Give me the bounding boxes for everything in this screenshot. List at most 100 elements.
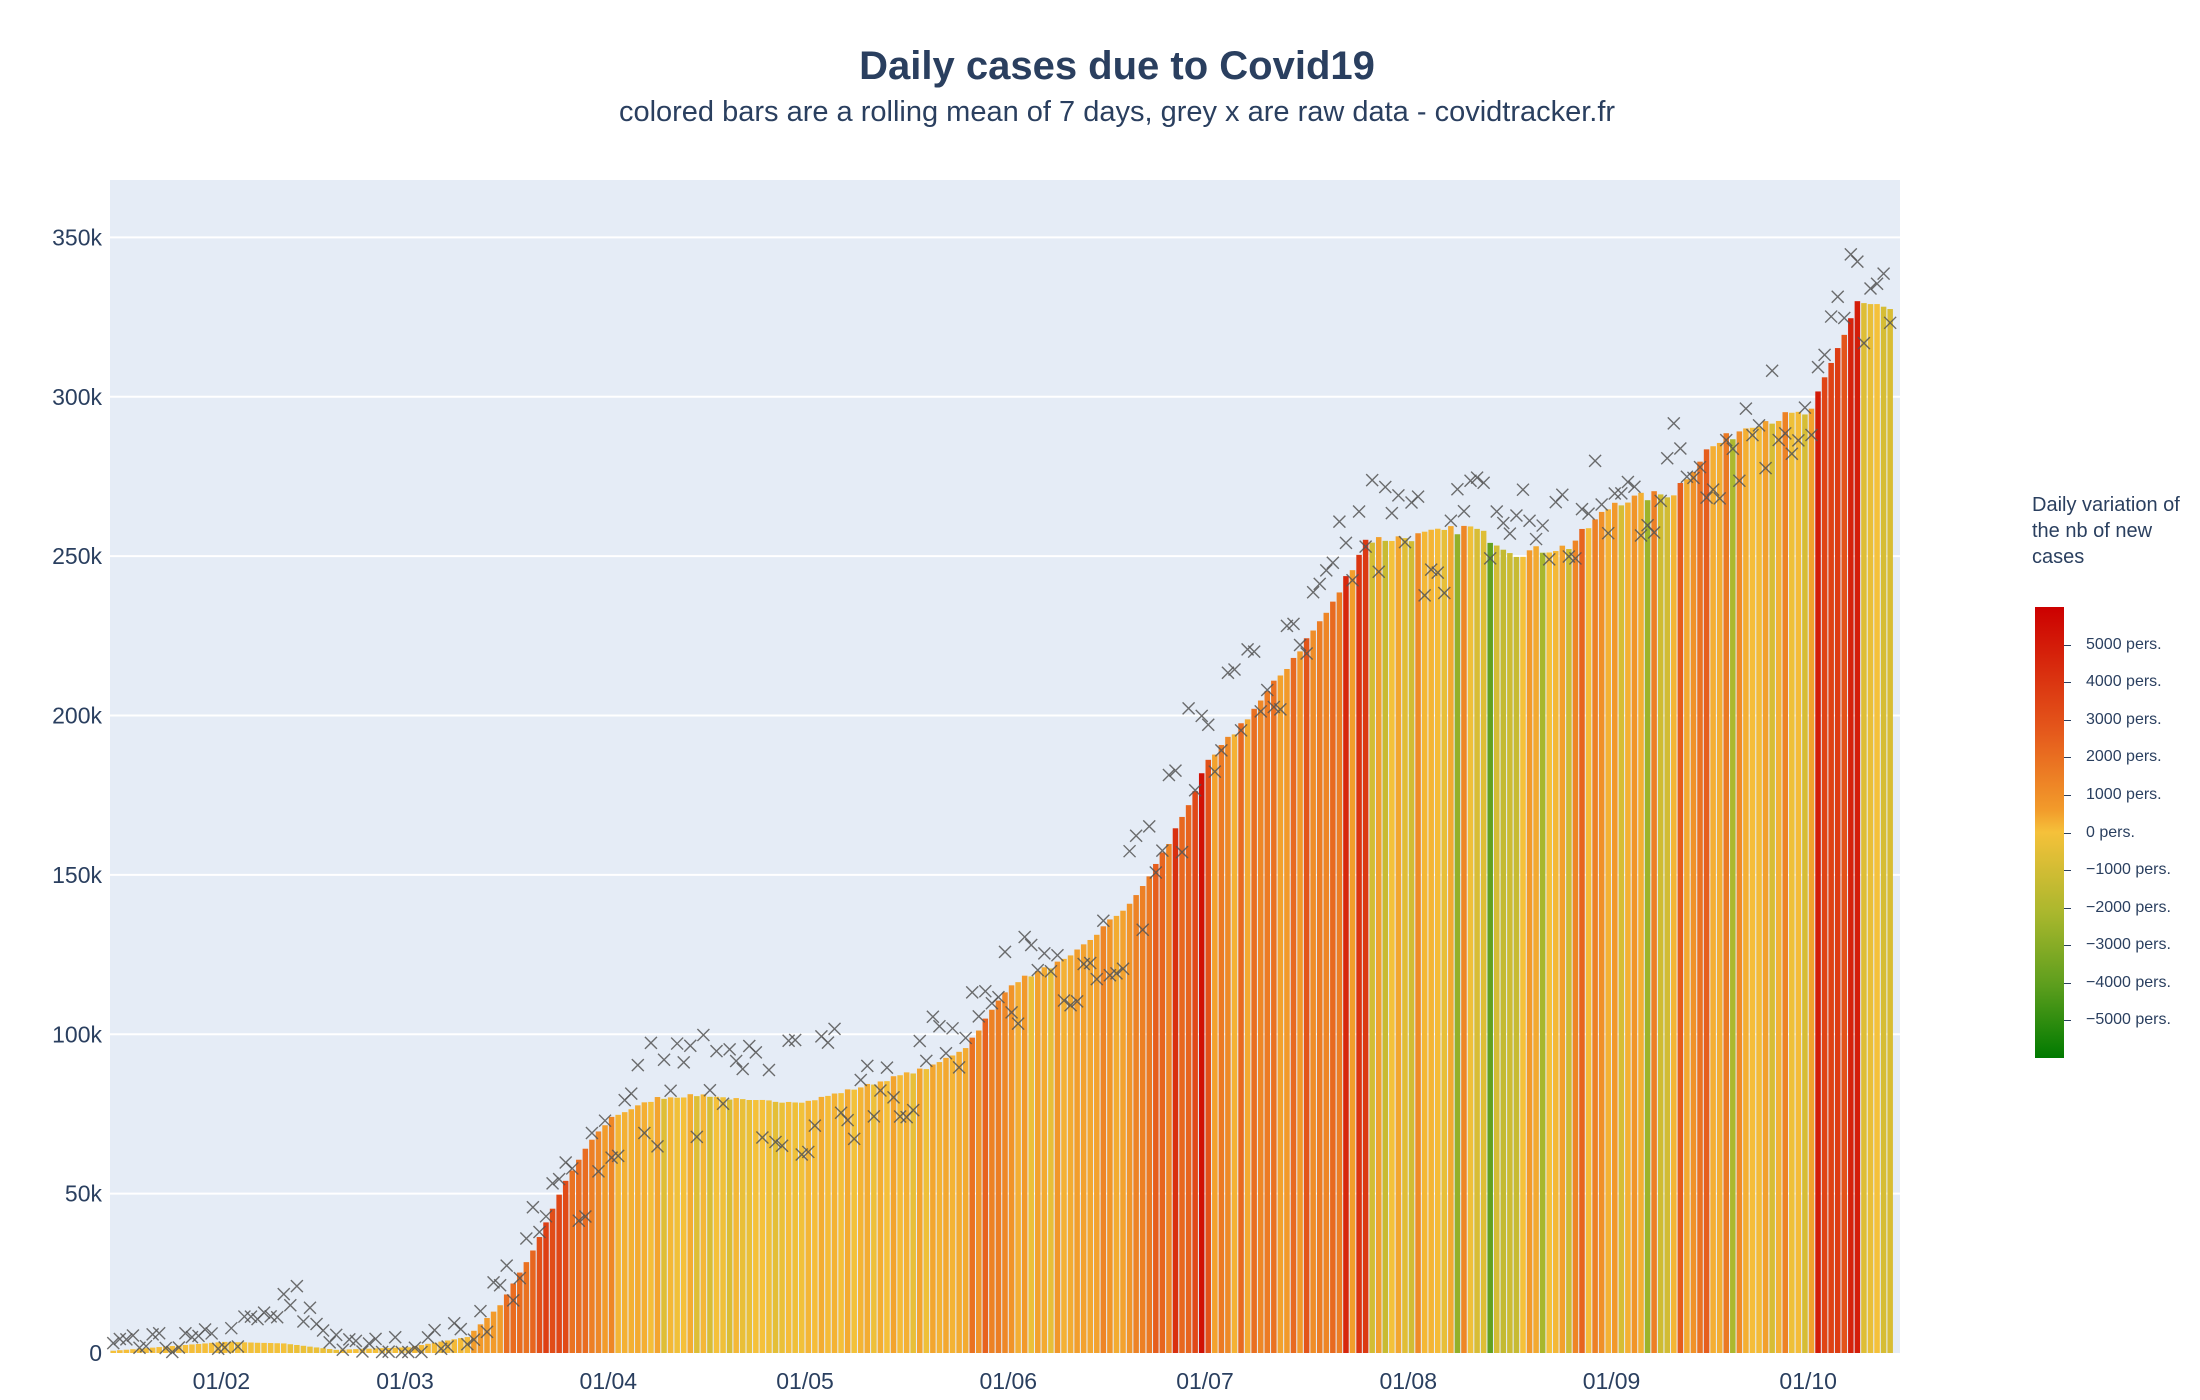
- bar-rolling-mean: [792, 1102, 798, 1353]
- bar-rolling-mean: [680, 1097, 687, 1353]
- bar-rolling-mean: [162, 1346, 169, 1353]
- bar-rolling-mean: [1271, 680, 1277, 1353]
- bar-rolling-mean: [1310, 630, 1316, 1353]
- bar-rolling-mean: [635, 1105, 641, 1353]
- bar-rolling-mean: [1710, 446, 1716, 1353]
- colorbar-tickmark: [2064, 757, 2071, 759]
- bar-rolling-mean: [1067, 955, 1074, 1353]
- bar-rolling-mean: [694, 1096, 700, 1353]
- bar-rolling-mean: [208, 1342, 215, 1353]
- bar-rolling-mean: [890, 1076, 897, 1353]
- bar-rolling-mean: [1605, 509, 1611, 1353]
- bar-rolling-mean: [1749, 427, 1756, 1353]
- raw-data-point: [500, 1259, 514, 1273]
- bar-rolling-mean: [353, 1349, 359, 1353]
- x-tick-label: 01/02: [193, 1368, 251, 1394]
- raw-data-point: [1791, 433, 1805, 447]
- raw-data-point: [1490, 505, 1504, 518]
- bar-rolling-mean: [1612, 502, 1618, 1353]
- colorbar-tick-label: −5000 pers.: [2086, 1011, 2171, 1029]
- raw-data-point: [991, 990, 1005, 1004]
- raw-data-point: [611, 1149, 625, 1163]
- bar-rolling-mean: [582, 1148, 589, 1353]
- bar-rolling-mean: [1500, 549, 1507, 1353]
- bar-rolling-mean: [1094, 934, 1100, 1353]
- raw-data-point: [382, 1345, 396, 1359]
- raw-data-point: [1608, 487, 1622, 500]
- raw-data-point: [1214, 743, 1228, 757]
- bar-rolling-mean: [1002, 992, 1008, 1353]
- bar-rolling-mean: [1113, 915, 1120, 1353]
- raw-data-point: [952, 1060, 966, 1074]
- bar-rolling-mean: [759, 1099, 766, 1353]
- bar-rolling-mean: [484, 1318, 490, 1353]
- raw-data-point: [441, 1339, 455, 1353]
- raw-data-point: [1109, 966, 1123, 980]
- raw-data-point: [414, 1345, 428, 1359]
- bar-rolling-mean: [897, 1075, 903, 1353]
- raw-data-point: [1700, 491, 1714, 505]
- raw-data-point: [578, 1210, 592, 1224]
- raw-data-point: [388, 1330, 402, 1344]
- bar-rolling-mean: [300, 1345, 307, 1353]
- bar-rolling-mean: [1743, 428, 1749, 1353]
- bar-rolling-mean: [110, 1350, 117, 1353]
- raw-data-point: [152, 1326, 166, 1340]
- bar-rolling-mean: [189, 1344, 195, 1353]
- bar-rolling-mean: [215, 1342, 221, 1353]
- raw-data-point: [1346, 573, 1360, 587]
- bar-rolling-mean: [976, 1030, 982, 1353]
- raw-data-point: [1234, 723, 1248, 737]
- bar-rolling-mean: [654, 1097, 661, 1353]
- bar-rolling-mean: [1054, 961, 1061, 1353]
- raw-data-point: [1195, 709, 1209, 723]
- bar-rolling-mean: [661, 1098, 667, 1353]
- bar-rolling-mean: [1382, 540, 1389, 1353]
- bar-rolling-mean: [1756, 426, 1762, 1353]
- bar-rolling-mean: [1205, 759, 1212, 1353]
- raw-data-point: [670, 1037, 684, 1051]
- raw-data-point: [926, 1010, 940, 1024]
- raw-data-point: [683, 1039, 697, 1053]
- raw-data-point: [1024, 938, 1038, 952]
- raw-data-point: [1464, 474, 1478, 488]
- bar-rolling-mean: [713, 1096, 720, 1353]
- raw-data-point: [1018, 930, 1032, 944]
- bar-rolling-mean: [1441, 529, 1448, 1353]
- bar-rolling-mean: [281, 1343, 287, 1353]
- bar-rolling-mean: [943, 1057, 949, 1353]
- bar-rolling-mean: [379, 1348, 385, 1353]
- raw-data-point: [283, 1298, 297, 1312]
- bar-rolling-mean: [1467, 526, 1474, 1353]
- raw-data-point: [1647, 526, 1661, 540]
- raw-data-point: [205, 1326, 219, 1340]
- bar-rolling-mean: [195, 1343, 202, 1353]
- raw-data-point: [1044, 964, 1058, 978]
- raw-data-point: [1300, 647, 1314, 661]
- raw-data-point: [887, 1090, 901, 1104]
- raw-data-point: [1798, 401, 1812, 415]
- raw-data-point: [1824, 310, 1838, 324]
- raw-data-point: [696, 1028, 710, 1042]
- raw-data-point: [1660, 451, 1674, 465]
- raw-data-point: [1437, 586, 1451, 600]
- raw-data-point: [624, 1087, 638, 1101]
- bar-rolling-mean: [523, 1262, 530, 1353]
- bar-rolling-mean: [641, 1102, 648, 1353]
- raw-data-point: [355, 1345, 369, 1359]
- bar-rolling-mean: [1651, 491, 1657, 1353]
- bar-rolling-mean: [753, 1100, 759, 1353]
- bar-rolling-mean: [130, 1349, 136, 1353]
- raw-data-point: [769, 1135, 783, 1149]
- bar-rolling-mean: [1585, 528, 1592, 1353]
- bar-rolling-mean: [241, 1342, 248, 1353]
- colorbar-tickmark: [2064, 982, 2071, 984]
- bar-rolling-mean: [1448, 526, 1454, 1353]
- x-tick-label: 01/03: [376, 1368, 434, 1394]
- bar-rolling-mean: [1185, 805, 1192, 1353]
- bar-rolling-mean: [294, 1344, 300, 1353]
- bar-rolling-mean: [982, 1018, 989, 1353]
- raw-data-point: [198, 1323, 212, 1337]
- colorbar-tickmark: [2064, 682, 2071, 684]
